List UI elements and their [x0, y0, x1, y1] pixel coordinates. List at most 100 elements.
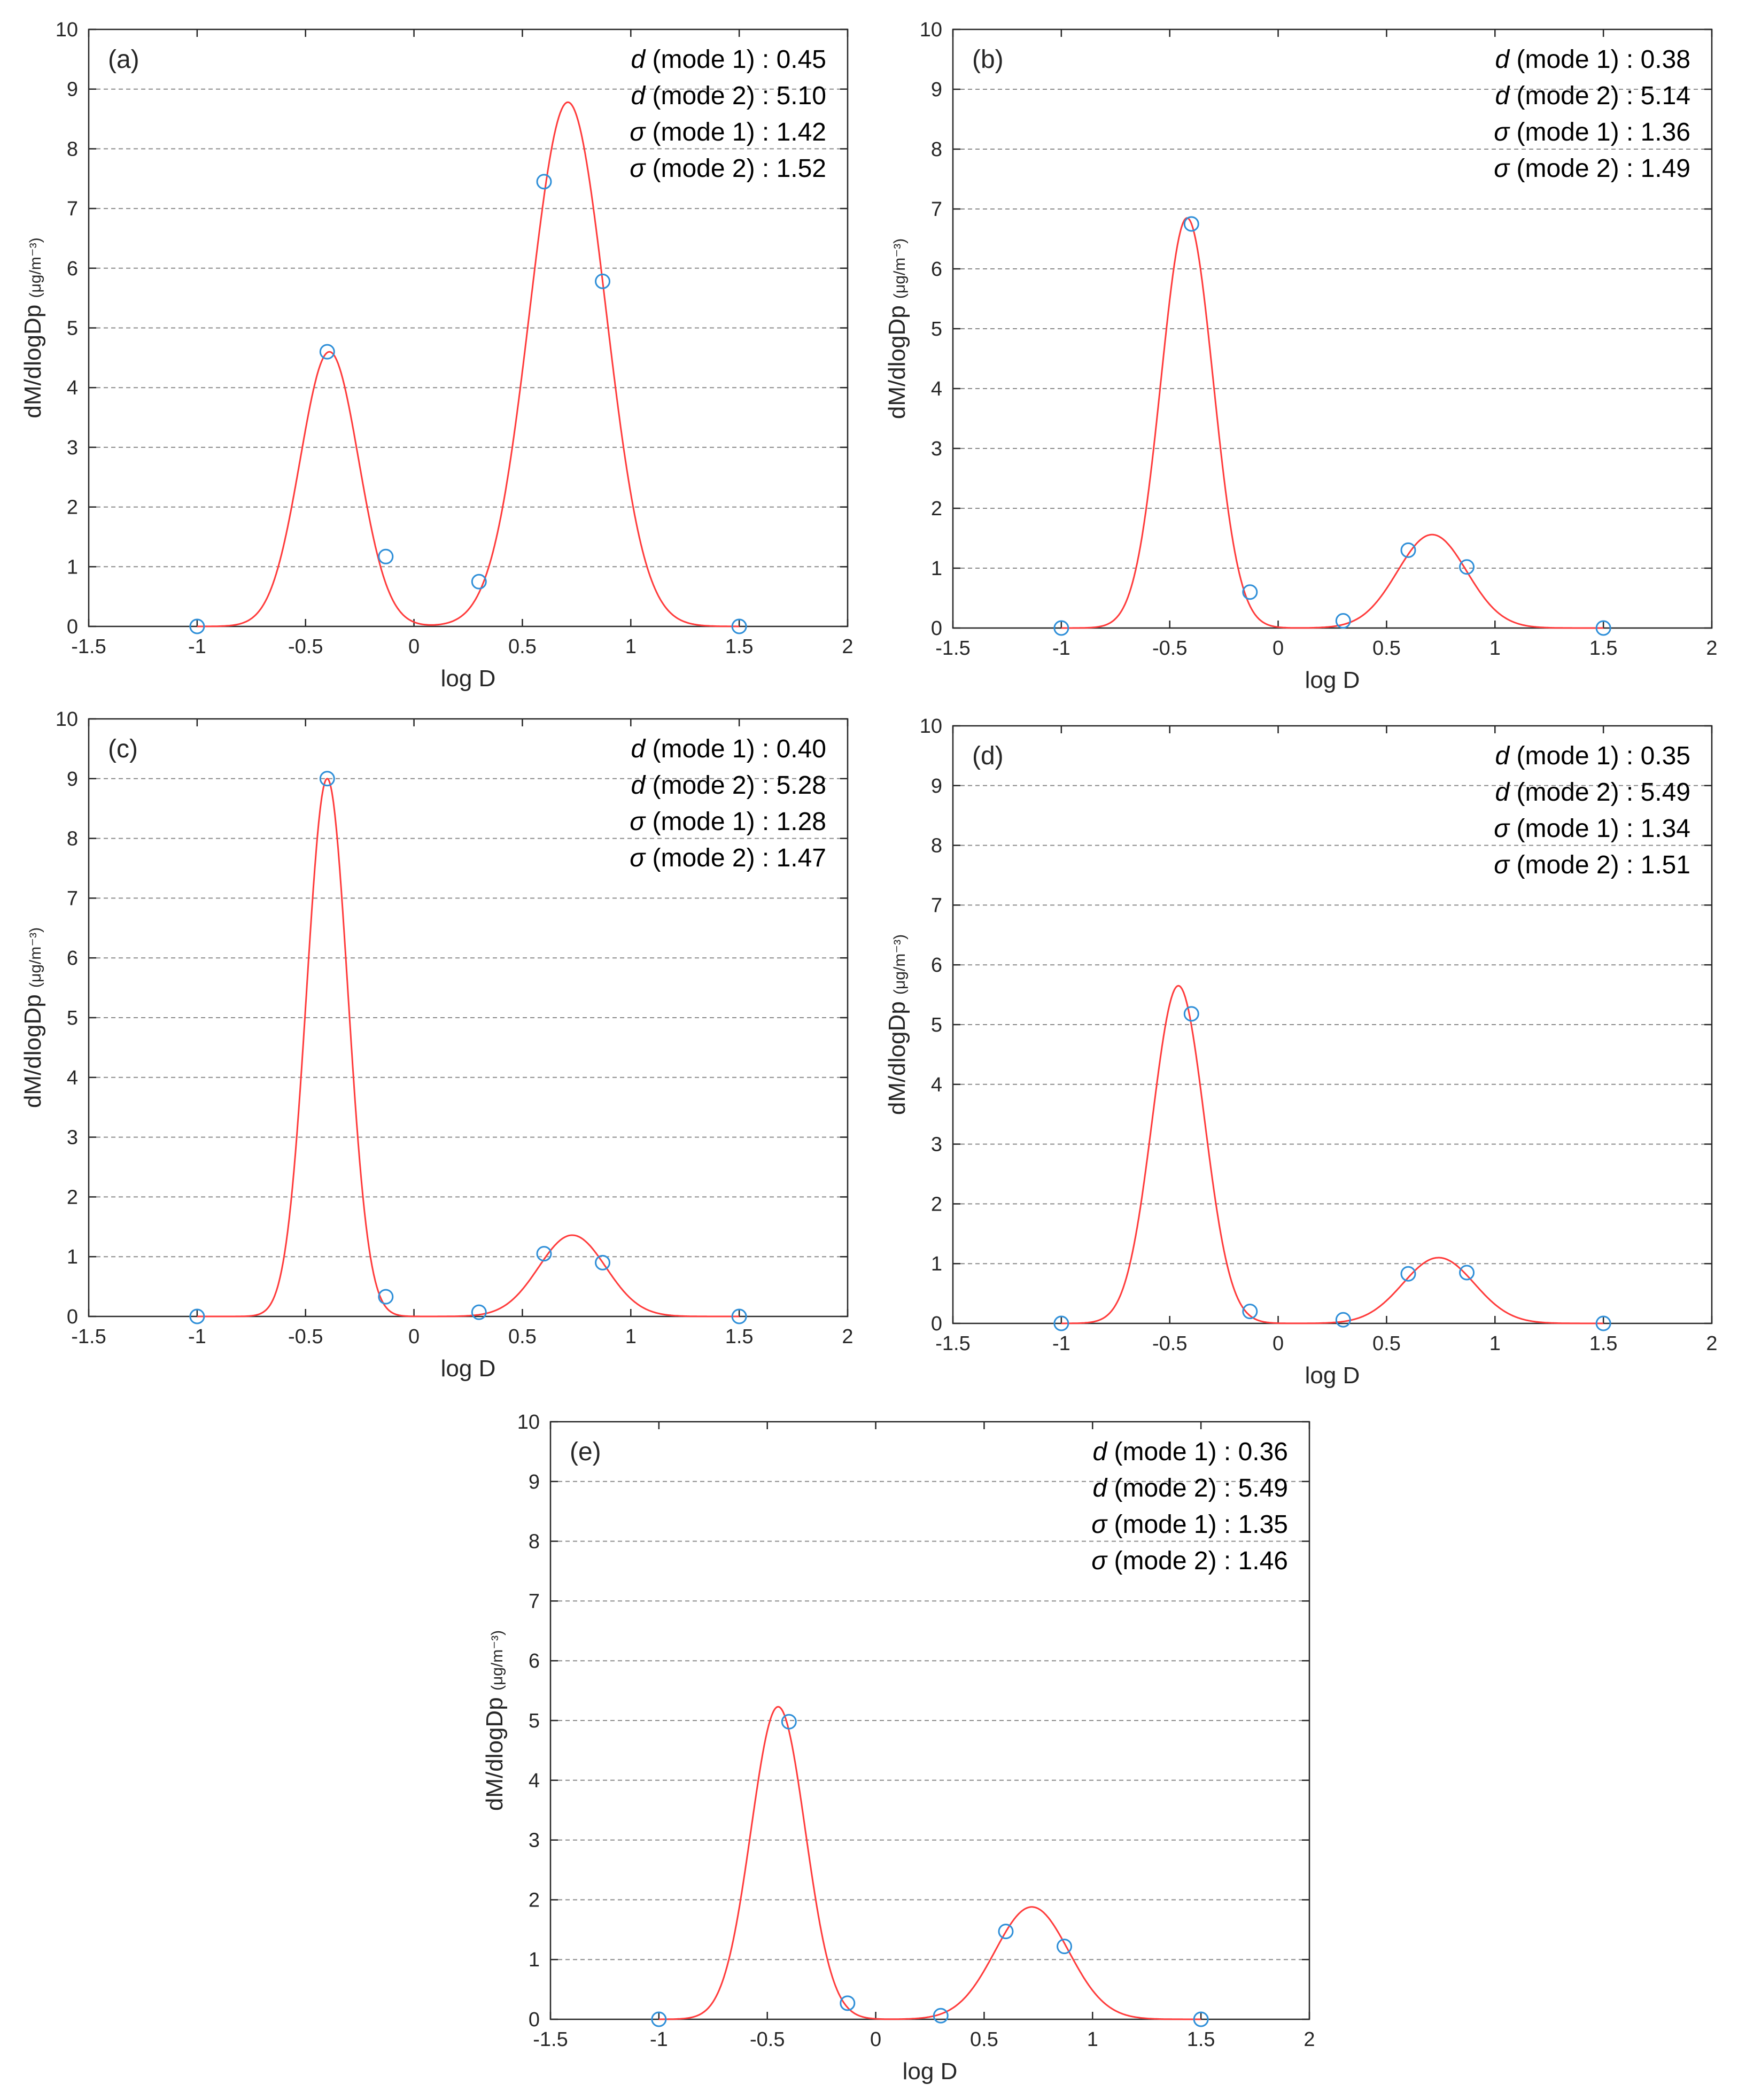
- annotation-symbol: σ: [630, 154, 646, 183]
- annotation-value: (mode 2) : 5.49: [1509, 778, 1690, 807]
- x-tick-label: 1: [1087, 2028, 1098, 2051]
- y-tick-label: 0: [67, 1306, 78, 1328]
- fit-curve: [197, 101, 740, 627]
- data-point: [1242, 584, 1258, 600]
- fit-curve: [1061, 217, 1604, 629]
- y-tick-label: 1: [67, 556, 78, 578]
- x-tick-label: -0.5: [1152, 637, 1187, 660]
- data-point: [319, 771, 335, 787]
- chart-panel-2: 0 1 2 3 4 5 6 7 8 9 10 -1.5 -1 -0.5 0 0.5 1 1.5 2 log D dM/d…: [884, 19, 1718, 693]
- annotation-symbol: σ: [1494, 118, 1510, 146]
- annotation-value: (mode 2) : 5.49: [1107, 1474, 1288, 1502]
- y-tick-label: 4: [67, 377, 78, 399]
- data-point: [651, 2011, 667, 2027]
- mode-annotation: σ (mode 1) : 1.34: [1494, 815, 1690, 843]
- data-point: [471, 574, 487, 590]
- y-tick-label: 1: [931, 1253, 942, 1275]
- y-tick-label: 8: [529, 1531, 540, 1553]
- x-tick-label: -0.5: [288, 636, 323, 658]
- y-tick-label: 6: [931, 258, 942, 281]
- y-axis-label-unit: (μg/m⁻³): [891, 238, 909, 299]
- annotation-symbol: σ: [630, 808, 646, 836]
- data-point: [1459, 1265, 1475, 1281]
- data-point: [840, 1995, 856, 2011]
- data-point: [536, 1246, 552, 1262]
- x-tick-label: 0: [1273, 1332, 1284, 1355]
- y-tick-label: 8: [931, 835, 942, 857]
- annotation-value: (mode 1) : 0.45: [645, 45, 826, 74]
- x-tick-label: 1.5: [725, 636, 754, 658]
- data-point: [319, 344, 335, 360]
- y-tick-label: 9: [529, 1471, 540, 1493]
- y-axis-label-text: dM/dlogDp: [20, 988, 46, 1108]
- x-tick-label: 2: [842, 1326, 853, 1348]
- y-tick-label: 2: [931, 498, 942, 520]
- annotation-symbol: σ: [1494, 851, 1510, 879]
- x-axis-label: log D: [441, 665, 496, 692]
- y-axis-label-unit: (μg/m⁻³): [891, 934, 909, 995]
- annotation-value: (mode 1) : 0.35: [1509, 742, 1690, 770]
- x-axis-label: log D: [1305, 1362, 1360, 1389]
- y-tick-label: 3: [931, 1134, 942, 1156]
- y-tick-label: 10: [56, 708, 78, 731]
- annotation-value: (mode 2) : 1.51: [1509, 851, 1690, 879]
- panel-tag: (d): [972, 742, 1004, 770]
- annotation-value: (mode 2) : 1.49: [1509, 154, 1690, 183]
- annotation-symbol: d: [1092, 1474, 1107, 1502]
- x-tick-label: -1.5: [935, 637, 970, 660]
- data-point: [1183, 1006, 1199, 1022]
- y-tick-label: 0: [67, 616, 78, 638]
- x-tick-label: -1: [1052, 637, 1070, 660]
- data-point: [781, 1714, 797, 1730]
- annotation-symbol: d: [631, 735, 646, 763]
- y-axis-label-unit: (μg/m⁻³): [27, 237, 44, 298]
- x-tick-label: 2: [1304, 2028, 1315, 2051]
- annotation-symbol: d: [1495, 742, 1510, 770]
- data-point: [189, 618, 205, 634]
- mode-annotation: d (mode 1) : 0.45: [631, 45, 826, 74]
- mode-annotation: d (mode 2) : 5.28: [631, 771, 826, 800]
- data-point: [1595, 1315, 1611, 1331]
- y-tick-label: 5: [529, 1710, 540, 1732]
- y-axis-label: dM/dlogDp (μg/m⁻³): [20, 237, 46, 418]
- mode-annotation: σ (mode 2) : 1.49: [1494, 154, 1690, 183]
- x-tick-label: -1: [1052, 1332, 1070, 1355]
- y-tick-label: 4: [931, 378, 942, 400]
- y-tick-label: 5: [931, 1014, 942, 1036]
- annotation-value: (mode 1) : 1.36: [1509, 118, 1690, 146]
- annotation-symbol: σ: [630, 844, 646, 872]
- data-point: [933, 2008, 949, 2024]
- x-tick-label: -0.5: [750, 2028, 785, 2051]
- y-axis-label: dM/dlogDp (μg/m⁻³): [884, 238, 910, 419]
- y-tick-label: 3: [529, 1830, 540, 1852]
- data-point: [378, 1289, 394, 1305]
- data-point: [1459, 559, 1475, 575]
- x-tick-label: 0: [408, 1326, 420, 1348]
- mode-annotation: d (mode 1) : 0.38: [1495, 45, 1690, 74]
- mode-annotation: d (mode 2) : 5.14: [1495, 82, 1690, 110]
- y-tick-label: 3: [67, 1127, 78, 1149]
- y-tick-label: 4: [529, 1770, 540, 1792]
- mode-annotation: σ (mode 1) : 1.28: [630, 808, 826, 836]
- chart-panel-5: 0 1 2 3 4 5 6 7 8 9 10 -1.5 -1 -0.5 0 0.5 1 1.5 2 log D dM/d…: [482, 1411, 1315, 2084]
- mode-annotation: σ (mode 1) : 1.35: [1091, 1510, 1288, 1539]
- x-axis-label: log D: [441, 1355, 496, 1382]
- x-tick-label: -1: [188, 1326, 206, 1348]
- data-point: [378, 548, 394, 564]
- data-point: [1193, 2011, 1209, 2027]
- data-point: [1183, 216, 1199, 232]
- x-tick-label: 0.5: [508, 636, 537, 658]
- y-tick-label: 10: [920, 19, 942, 41]
- panel-tag: (b): [972, 45, 1004, 74]
- x-tick-label: 1: [625, 1326, 637, 1348]
- y-axis-label: dM/dlogDp (μg/m⁻³): [20, 927, 46, 1108]
- x-tick-label: 0: [408, 636, 420, 658]
- y-tick-label: 10: [920, 715, 942, 738]
- x-tick-label: 1.5: [725, 1326, 754, 1348]
- annotation-value: (mode 1) : 1.28: [645, 808, 826, 836]
- y-tick-label: 10: [517, 1411, 540, 1433]
- annotation-value: (mode 2) : 5.28: [645, 771, 826, 800]
- y-tick-label: 9: [67, 79, 78, 101]
- x-tick-label: 1: [1489, 637, 1501, 660]
